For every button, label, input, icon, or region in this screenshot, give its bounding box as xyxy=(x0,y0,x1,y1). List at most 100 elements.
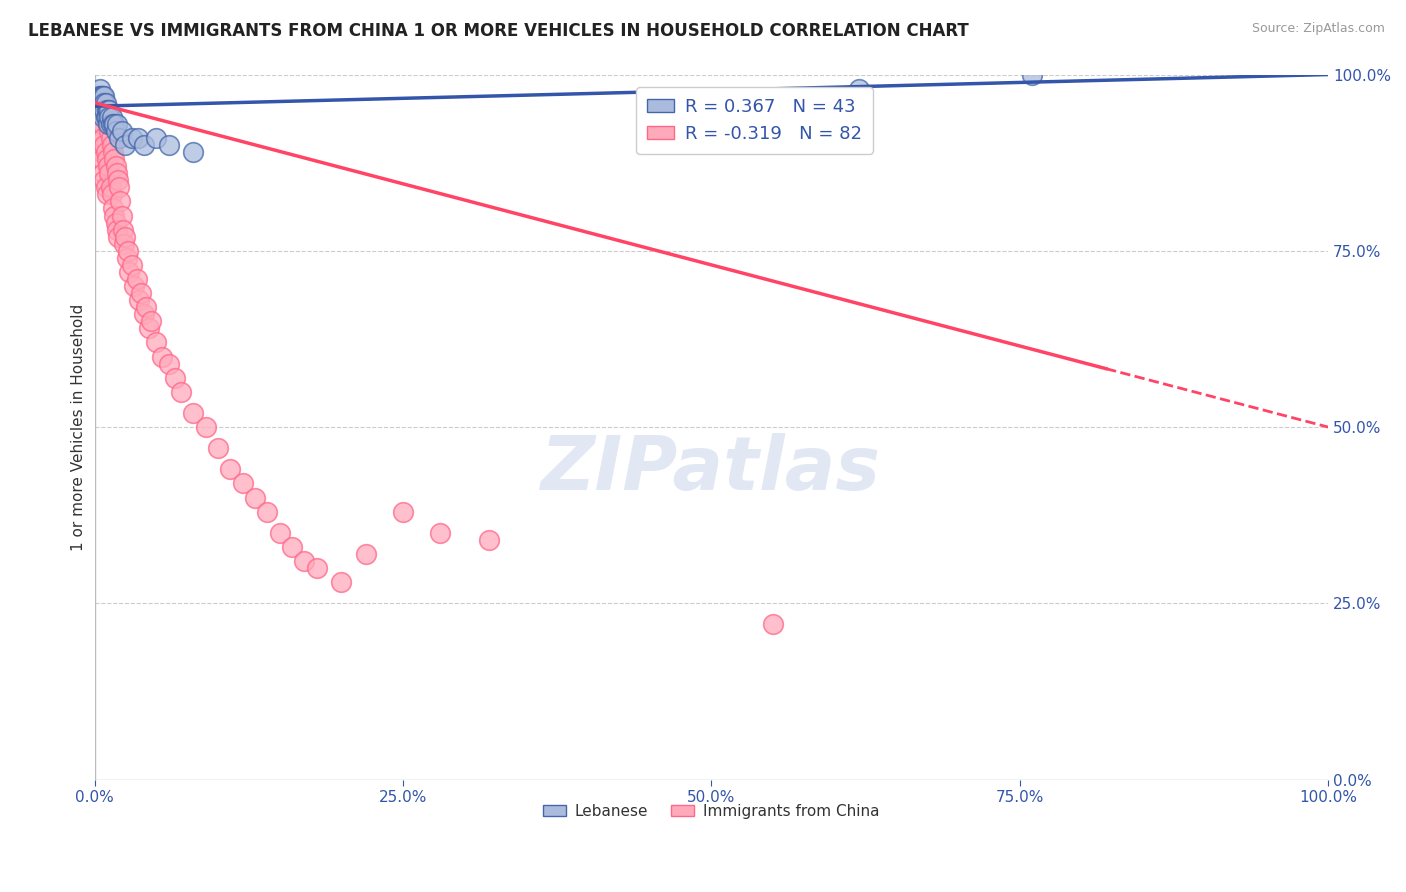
Text: Source: ZipAtlas.com: Source: ZipAtlas.com xyxy=(1251,22,1385,36)
Point xyxy=(138,321,160,335)
Point xyxy=(89,131,111,145)
Point xyxy=(122,279,145,293)
Point xyxy=(100,131,122,145)
Point xyxy=(100,180,122,194)
Point xyxy=(762,617,785,632)
Point xyxy=(115,251,138,265)
Point xyxy=(194,420,217,434)
Point xyxy=(89,95,111,110)
Point xyxy=(152,350,174,364)
Point xyxy=(98,166,121,180)
Point xyxy=(101,110,124,124)
Point xyxy=(848,81,870,95)
Point xyxy=(108,131,131,145)
Point xyxy=(96,103,118,117)
Point xyxy=(91,88,114,103)
Point xyxy=(93,138,115,153)
Point xyxy=(292,554,315,568)
Point xyxy=(135,300,157,314)
Point xyxy=(91,117,114,131)
Point xyxy=(97,159,120,173)
Point xyxy=(111,209,134,223)
Point xyxy=(104,216,127,230)
Point xyxy=(86,103,108,117)
Point xyxy=(112,236,135,251)
Point xyxy=(207,441,229,455)
Point xyxy=(104,159,127,173)
Point xyxy=(107,229,129,244)
Point xyxy=(157,357,180,371)
Point xyxy=(93,95,115,110)
Point xyxy=(87,110,110,124)
Point xyxy=(90,103,112,117)
Point xyxy=(101,117,124,131)
Point xyxy=(97,117,120,131)
Point xyxy=(107,173,129,187)
Point xyxy=(96,110,118,124)
Point xyxy=(86,88,108,103)
Point xyxy=(392,505,415,519)
Point xyxy=(114,138,136,153)
Point xyxy=(305,561,328,575)
Point xyxy=(114,229,136,244)
Point xyxy=(132,138,155,153)
Y-axis label: 1 or more Vehicles in Household: 1 or more Vehicles in Household xyxy=(72,303,86,550)
Point xyxy=(100,117,122,131)
Point xyxy=(145,335,167,350)
Point xyxy=(98,103,121,117)
Point xyxy=(330,575,353,590)
Point xyxy=(84,95,107,110)
Point xyxy=(91,95,114,110)
Point xyxy=(117,244,139,258)
Point xyxy=(111,222,134,236)
Point xyxy=(121,258,143,272)
Point xyxy=(101,138,124,153)
Point xyxy=(157,138,180,153)
Point xyxy=(87,95,110,110)
Point xyxy=(89,88,111,103)
Point xyxy=(98,110,121,124)
Point xyxy=(98,124,121,138)
Point xyxy=(181,145,204,159)
Point xyxy=(163,370,186,384)
Legend: Lebanese, Immigrants from China: Lebanese, Immigrants from China xyxy=(537,797,886,825)
Point xyxy=(103,152,125,166)
Point xyxy=(93,103,115,117)
Point xyxy=(281,540,304,554)
Point xyxy=(429,525,451,540)
Point xyxy=(93,103,115,117)
Point xyxy=(90,145,112,159)
Point xyxy=(127,131,149,145)
Point xyxy=(256,505,278,519)
Text: LEBANESE VS IMMIGRANTS FROM CHINA 1 OR MORE VEHICLES IN HOUSEHOLD CORRELATION CH: LEBANESE VS IMMIGRANTS FROM CHINA 1 OR M… xyxy=(28,22,969,40)
Point xyxy=(121,131,143,145)
Point xyxy=(170,384,193,399)
Point xyxy=(104,124,127,138)
Point xyxy=(93,88,115,103)
Point xyxy=(125,272,148,286)
Point xyxy=(94,95,117,110)
Text: ZIPatlas: ZIPatlas xyxy=(541,433,882,506)
Point xyxy=(103,209,125,223)
Point xyxy=(118,265,141,279)
Point xyxy=(94,145,117,159)
Point xyxy=(91,88,114,103)
Point xyxy=(86,117,108,131)
Point xyxy=(87,88,110,103)
Point xyxy=(141,314,163,328)
Point xyxy=(97,103,120,117)
Point xyxy=(219,462,242,476)
Point xyxy=(84,99,107,113)
Point xyxy=(132,307,155,321)
Point xyxy=(269,525,291,540)
Point xyxy=(96,187,118,202)
Point xyxy=(101,202,124,216)
Point xyxy=(91,152,114,166)
Point xyxy=(94,110,117,124)
Point xyxy=(243,491,266,505)
Point xyxy=(478,533,501,547)
Point xyxy=(96,152,118,166)
Point xyxy=(91,95,114,110)
Point xyxy=(91,88,114,103)
Point xyxy=(91,110,114,124)
